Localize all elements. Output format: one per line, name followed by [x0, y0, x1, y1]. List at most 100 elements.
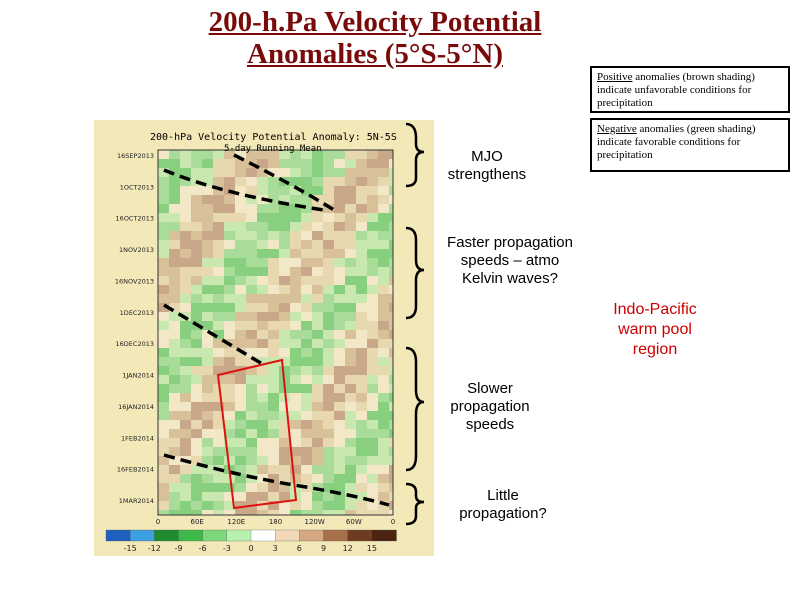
- anomaly-cell: [257, 213, 268, 222]
- anomaly-cell: [213, 186, 224, 195]
- anomaly-cell: [290, 384, 301, 393]
- anomaly-cell: [356, 357, 367, 366]
- anomaly-cell: [191, 465, 202, 474]
- anomaly-cell: [158, 339, 169, 348]
- anomaly-cell: [213, 222, 224, 231]
- anomaly-cell: [158, 240, 169, 249]
- anomaly-cell: [378, 159, 389, 168]
- anomaly-cell: [345, 195, 356, 204]
- anomaly-cell: [268, 411, 279, 420]
- anomaly-cell: [378, 411, 389, 420]
- anomaly-cell: [301, 384, 312, 393]
- anomaly-cell: [389, 402, 393, 411]
- anomaly-cell: [367, 312, 378, 321]
- anomaly-cell: [180, 186, 191, 195]
- anomaly-cell: [290, 447, 301, 456]
- anomaly-cell: [202, 411, 213, 420]
- anomaly-cell: [301, 420, 312, 429]
- anomaly-cell: [257, 384, 268, 393]
- anomaly-cell: [202, 375, 213, 384]
- colorbar-swatch: [250, 529, 276, 542]
- anomaly-cell: [235, 231, 246, 240]
- anomaly-cell: [246, 231, 257, 240]
- anomaly-cell: [235, 375, 246, 384]
- anomaly-cell: [224, 384, 235, 393]
- anomaly-cell: [334, 402, 345, 411]
- anomaly-cell: [312, 312, 323, 321]
- anomaly-cell: [290, 177, 301, 186]
- anomaly-cell: [257, 249, 268, 258]
- anomaly-cell: [158, 438, 169, 447]
- anomaly-cell: [191, 366, 202, 375]
- anomaly-cell: [323, 384, 334, 393]
- anomaly-cell: [235, 321, 246, 330]
- anomaly-cell: [345, 222, 356, 231]
- anomaly-cell: [312, 357, 323, 366]
- anomaly-cell: [191, 159, 202, 168]
- anomaly-cell: [246, 240, 257, 249]
- anomaly-cell: [334, 294, 345, 303]
- anomaly-cell: [169, 204, 180, 213]
- anomaly-cell: [323, 393, 334, 402]
- anomaly-cell: [301, 474, 312, 483]
- anomaly-cell: [301, 258, 312, 267]
- anomaly-cell: [290, 240, 301, 249]
- anomaly-cell: [334, 420, 345, 429]
- anomaly-cell: [279, 393, 290, 402]
- anomaly-cell: [279, 258, 290, 267]
- anomaly-cell: [367, 249, 378, 258]
- anomaly-cell: [279, 240, 290, 249]
- anomaly-cell: [202, 267, 213, 276]
- anomaly-cell: [213, 303, 224, 312]
- anomaly-cell: [213, 231, 224, 240]
- anomaly-cell: [301, 321, 312, 330]
- anomaly-cell: [180, 195, 191, 204]
- anomaly-cell: [334, 321, 345, 330]
- anomaly-cell: [334, 285, 345, 294]
- anomaly-cell: [235, 213, 246, 222]
- anomaly-cell: [334, 492, 345, 501]
- anomaly-cell: [180, 213, 191, 222]
- anomaly-cell: [213, 312, 224, 321]
- anomaly-cell: [191, 186, 202, 195]
- anomaly-cell: [378, 150, 389, 159]
- colorbar-swatch: [323, 529, 349, 542]
- anomaly-cell: [356, 276, 367, 285]
- anomaly-cell: [191, 222, 202, 231]
- anomaly-cell: [169, 330, 180, 339]
- anomaly-cell: [356, 330, 367, 339]
- slide-title: 200-h.Pa Velocity Potential Anomalies (5…: [150, 6, 600, 70]
- anomaly-cell: [202, 168, 213, 177]
- anomaly-cell: [323, 330, 334, 339]
- anomaly-cell: [257, 411, 268, 420]
- anomaly-cell: [312, 150, 323, 159]
- anomaly-cell: [389, 303, 393, 312]
- negative-description: anomalies (green shading) indicate favor…: [597, 123, 756, 161]
- anomaly-cell: [323, 375, 334, 384]
- anomaly-cell: [268, 240, 279, 249]
- brace-mjo: [405, 122, 425, 188]
- anomaly-cell: [290, 357, 301, 366]
- anomaly-cell: [180, 222, 191, 231]
- anomaly-cell: [345, 330, 356, 339]
- anomaly-cell: [345, 339, 356, 348]
- anomaly-cell: [169, 429, 180, 438]
- anomaly-cell: [279, 204, 290, 213]
- anomaly-cell: [367, 375, 378, 384]
- anomaly-cell: [191, 375, 202, 384]
- anomaly-cell: [202, 348, 213, 357]
- anomaly-cell: [345, 321, 356, 330]
- anomaly-cell: [323, 465, 334, 474]
- anomaly-cell: [180, 294, 191, 303]
- anomaly-cell: [334, 429, 345, 438]
- anomaly-cell: [235, 492, 246, 501]
- anomaly-cell: [279, 195, 290, 204]
- anomaly-cell: [191, 312, 202, 321]
- anomaly-cell: [279, 339, 290, 348]
- anomaly-cell: [158, 501, 169, 510]
- anomaly-cell: [224, 411, 235, 420]
- anomaly-cell: [213, 447, 224, 456]
- anomaly-cell: [180, 474, 191, 483]
- anomaly-cell: [235, 303, 246, 312]
- anomaly-cell: [246, 456, 257, 465]
